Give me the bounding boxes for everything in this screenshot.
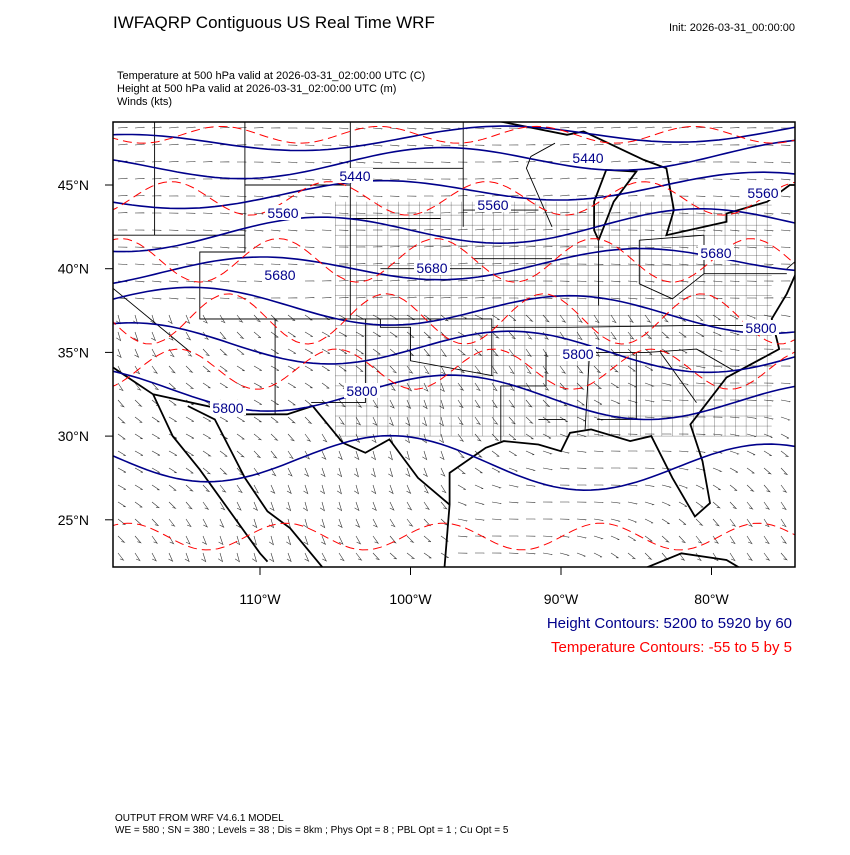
height-contour-label: 5680: [264, 267, 295, 283]
footer-settings: WE = 580 ; SN = 380 ; Levels = 38 ; Dis …: [115, 825, 509, 836]
height-contour-label: 5680: [700, 245, 731, 261]
height-contour-label: 5560: [267, 205, 298, 221]
lat-label: 35°N: [58, 344, 89, 360]
lon-label: 80°W: [694, 591, 729, 607]
height-contour-label: 5800: [346, 383, 377, 399]
height-contour-label: 5800: [562, 346, 593, 362]
temperature-legend: Temperature Contours: -55 to 5 by 5: [551, 639, 792, 656]
height-contour-label: 5680: [416, 260, 447, 276]
lat-label: 40°N: [58, 261, 89, 277]
height-contour-label: 5800: [212, 400, 243, 416]
title: IWFAQRP Contiguous US Real Time WRF: [113, 13, 435, 32]
init-time: Init: 2026-03-31_00:00:00: [669, 22, 795, 34]
height-contour-label: 5800: [745, 320, 776, 336]
field-label: Winds (kts): [117, 96, 172, 108]
lat-label: 25°N: [58, 512, 89, 528]
lat-label: 30°N: [58, 428, 89, 444]
lon-label: 90°W: [544, 591, 579, 607]
field-label: Height at 500 hPa valid at 2026-03-31_02…: [117, 83, 396, 95]
height-contour-label: 5440: [572, 150, 603, 166]
height-contour-label: 5560: [747, 185, 778, 201]
height-contour-label: 5560: [477, 197, 508, 213]
lon-label: 110°W: [239, 591, 281, 607]
footer-model: OUTPUT FROM WRF V4.6.1 MODEL: [115, 813, 284, 824]
height-legend: Height Contours: 5200 to 5920 by 60: [547, 615, 792, 632]
lat-label: 45°N: [58, 177, 89, 193]
field-label: Temperature at 500 hPa valid at 2026-03-…: [117, 70, 425, 82]
lon-label: 100°W: [389, 591, 432, 607]
height-contour-label: 5440: [339, 168, 370, 184]
